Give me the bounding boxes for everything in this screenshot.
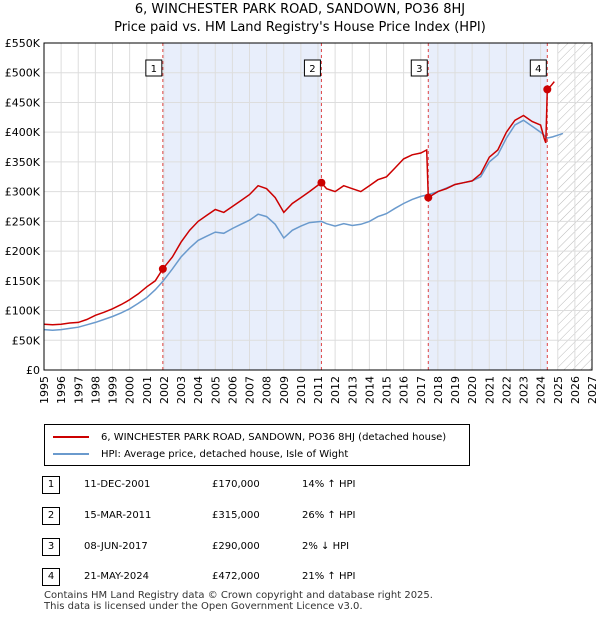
x-tick-label: 1998 bbox=[89, 376, 102, 404]
y-tick-label: £500K bbox=[5, 67, 41, 80]
sale-point bbox=[317, 178, 326, 187]
x-tick-label: 2025 bbox=[552, 376, 565, 404]
x-tick-label: 2011 bbox=[312, 376, 325, 404]
y-tick-label: £250K bbox=[5, 215, 41, 228]
x-tick-label: 1996 bbox=[55, 376, 68, 404]
transaction-hpi: 14% ↑ HPI bbox=[302, 479, 356, 490]
chart-title-line1: 6, WINCHESTER PARK ROAD, SANDOWN, PO36 8… bbox=[134, 2, 466, 17]
sale-point bbox=[543, 85, 552, 94]
y-tick-label: £300K bbox=[5, 186, 41, 199]
y-tick-label: £550K bbox=[5, 37, 41, 50]
footer-licence: This data is licensed under the Open Gov… bbox=[44, 601, 363, 612]
transaction-date: 15-MAR-2011 bbox=[84, 510, 152, 521]
sale-label: 4 bbox=[535, 64, 541, 75]
legend-label-property: 6, WINCHESTER PARK ROAD, SANDOWN, PO36 8… bbox=[101, 431, 447, 443]
transaction-price: £170,000 bbox=[212, 479, 260, 490]
x-tick-label: 2019 bbox=[449, 376, 462, 404]
ownership-band bbox=[428, 43, 548, 370]
x-tick-label: 2002 bbox=[158, 376, 171, 404]
y-tick-label: £150K bbox=[5, 275, 41, 288]
sale-point bbox=[424, 193, 433, 202]
ownership-band bbox=[162, 43, 322, 370]
transaction-hpi: 21% ↑ HPI bbox=[302, 571, 356, 582]
x-tick-label: 1995 bbox=[38, 376, 51, 404]
transaction-number: 1 bbox=[42, 476, 60, 494]
sale-label-box bbox=[410, 59, 428, 77]
x-tick-label: 2018 bbox=[432, 376, 445, 404]
sale-point bbox=[158, 264, 167, 273]
y-tick-label: £100K bbox=[5, 305, 41, 318]
x-tick-label: 2012 bbox=[329, 376, 342, 404]
footer-copyright: Contains HM Land Registry data © Crown c… bbox=[44, 590, 433, 601]
x-tick-label: 2008 bbox=[261, 376, 274, 404]
hpi-line bbox=[43, 119, 564, 331]
transaction-number: 4 bbox=[42, 568, 60, 586]
x-tick-label: 2023 bbox=[518, 376, 531, 404]
legend-line-property bbox=[53, 436, 89, 438]
x-tick-label: 2013 bbox=[346, 376, 359, 404]
legend-item-property: 6, WINCHESTER PARK ROAD, SANDOWN, PO36 8… bbox=[53, 430, 446, 444]
x-tick-label: 2003 bbox=[175, 376, 188, 404]
transaction-number: 3 bbox=[42, 538, 60, 556]
sale-label-box bbox=[303, 59, 321, 77]
x-tick-label: 2001 bbox=[141, 376, 154, 404]
transaction-price: £472,000 bbox=[212, 571, 260, 582]
price-chart: 1 2 3 4 £0 £50K £100K £150K £200K £250K £300K £350… bbox=[5, 37, 599, 404]
transaction-price: £315,000 bbox=[212, 510, 260, 521]
x-tick-label: 2017 bbox=[415, 376, 428, 404]
x-tick-label: 2010 bbox=[295, 376, 308, 404]
transaction-price: £290,000 bbox=[212, 541, 260, 552]
x-tick-label: 2005 bbox=[209, 376, 222, 404]
transaction-number: 2 bbox=[42, 507, 60, 525]
x-tick-label: 2015 bbox=[381, 376, 394, 404]
transaction-date: 21-MAY-2024 bbox=[84, 571, 150, 582]
x-tick-label: 2000 bbox=[124, 376, 137, 404]
x-tick-label: 2020 bbox=[466, 376, 479, 404]
chart-title-line2: Price paid vs. HM Land Registry's House … bbox=[114, 20, 486, 35]
legend: 6, WINCHESTER PARK ROAD, SANDOWN, PO36 8… bbox=[44, 424, 470, 466]
transaction-hpi: 2% ↓ HPI bbox=[302, 541, 350, 552]
plot-frame bbox=[43, 42, 593, 371]
x-tick-label: 2022 bbox=[500, 376, 513, 404]
x-tick-label: 2027 bbox=[586, 376, 599, 404]
sale-label: 3 bbox=[416, 64, 422, 75]
x-tick-label: 2026 bbox=[569, 376, 582, 404]
transaction-hpi: 26% ↑ HPI bbox=[302, 510, 356, 521]
x-tick-label: 2009 bbox=[278, 376, 291, 404]
x-tick-label: 2006 bbox=[226, 376, 239, 404]
x-tick-label: 2024 bbox=[535, 376, 548, 404]
y-tick-label: £400K bbox=[5, 126, 41, 139]
x-tick-label: 2016 bbox=[398, 376, 411, 404]
y-tick-label: £200K bbox=[5, 245, 41, 258]
x-tick-label: 1997 bbox=[72, 376, 85, 404]
y-tick-label: £0 bbox=[26, 364, 40, 377]
x-tick-label: 1999 bbox=[107, 376, 120, 404]
x-tick-label: 2014 bbox=[363, 376, 376, 404]
sale-label: 1 bbox=[151, 64, 157, 75]
y-tick-label: £350K bbox=[5, 156, 41, 169]
sale-label-box bbox=[145, 59, 163, 77]
legend-label-hpi: HPI: Average price, detached house, Isle… bbox=[101, 448, 349, 460]
sale-label-box bbox=[529, 59, 547, 77]
y-tick-label: £50K bbox=[12, 334, 41, 347]
sale-label: 2 bbox=[309, 64, 315, 75]
legend-line-hpi bbox=[53, 453, 89, 455]
x-tick-label: 2004 bbox=[192, 376, 205, 404]
x-tick-label: 2021 bbox=[483, 376, 496, 404]
transaction-date: 11-DEC-2001 bbox=[84, 479, 151, 490]
legend-item-hpi: HPI: Average price, detached house, Isle… bbox=[53, 447, 348, 461]
transaction-date: 08-JUN-2017 bbox=[84, 541, 148, 552]
x-tick-label: 2007 bbox=[244, 376, 257, 404]
y-tick-label: £450K bbox=[5, 96, 41, 109]
